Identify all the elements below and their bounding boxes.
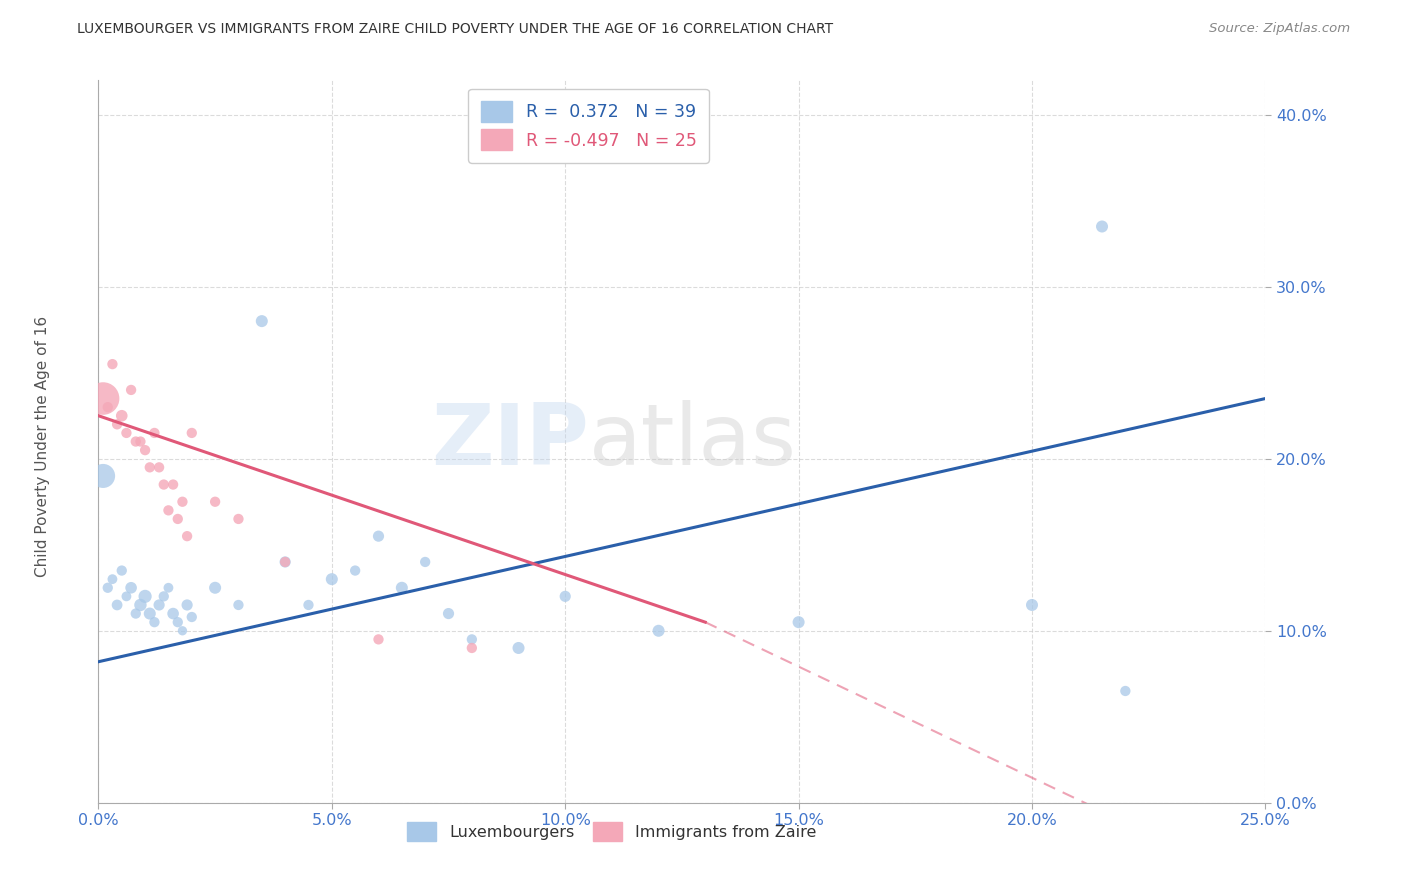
Point bbox=[120, 581, 142, 595]
Point bbox=[143, 615, 166, 630]
Point bbox=[97, 400, 120, 414]
Point bbox=[111, 409, 134, 423]
Point bbox=[91, 392, 114, 406]
Point bbox=[139, 460, 162, 475]
Point bbox=[1021, 598, 1043, 612]
Text: atlas: atlas bbox=[589, 400, 797, 483]
Legend: Luxembourgers, Immigrants from Zaire: Luxembourgers, Immigrants from Zaire bbox=[399, 814, 824, 849]
Point bbox=[228, 512, 250, 526]
Point bbox=[152, 477, 174, 491]
Point bbox=[91, 469, 114, 483]
Point bbox=[367, 529, 389, 543]
Point bbox=[101, 572, 124, 586]
Point bbox=[148, 598, 170, 612]
Point bbox=[111, 564, 134, 578]
Point bbox=[129, 434, 152, 449]
Point bbox=[1091, 219, 1114, 234]
Text: ZIP: ZIP bbox=[430, 400, 589, 483]
Point bbox=[344, 564, 367, 578]
Point bbox=[461, 640, 484, 655]
Point bbox=[180, 610, 202, 624]
Point bbox=[143, 425, 166, 440]
Point bbox=[787, 615, 810, 630]
Point bbox=[180, 425, 202, 440]
Point bbox=[105, 598, 128, 612]
Point bbox=[274, 555, 297, 569]
Point bbox=[105, 417, 128, 432]
Text: Source: ZipAtlas.com: Source: ZipAtlas.com bbox=[1209, 22, 1350, 36]
Point bbox=[139, 607, 162, 621]
Point bbox=[125, 434, 148, 449]
Point bbox=[152, 590, 174, 604]
Point bbox=[274, 555, 297, 569]
Point bbox=[1114, 684, 1136, 698]
Point bbox=[162, 477, 184, 491]
Point bbox=[176, 598, 198, 612]
Point bbox=[250, 314, 273, 328]
Text: Child Poverty Under the Age of 16: Child Poverty Under the Age of 16 bbox=[35, 316, 49, 576]
Point bbox=[461, 632, 484, 647]
Point bbox=[97, 581, 120, 595]
Text: LUXEMBOURGER VS IMMIGRANTS FROM ZAIRE CHILD POVERTY UNDER THE AGE OF 16 CORRELAT: LUXEMBOURGER VS IMMIGRANTS FROM ZAIRE CH… bbox=[77, 22, 834, 37]
Point bbox=[172, 494, 194, 508]
Point bbox=[157, 581, 180, 595]
Point bbox=[166, 512, 188, 526]
Point bbox=[125, 607, 148, 621]
Point bbox=[413, 555, 436, 569]
Point bbox=[297, 598, 319, 612]
Point bbox=[101, 357, 124, 371]
Point bbox=[391, 581, 413, 595]
Point bbox=[647, 624, 669, 638]
Point bbox=[204, 581, 226, 595]
Point bbox=[162, 607, 184, 621]
Point bbox=[176, 529, 198, 543]
Point bbox=[120, 383, 142, 397]
Point bbox=[166, 615, 188, 630]
Point bbox=[321, 572, 343, 586]
Point bbox=[172, 624, 194, 638]
Point bbox=[554, 590, 576, 604]
Point bbox=[437, 607, 460, 621]
Point bbox=[367, 632, 389, 647]
Point bbox=[157, 503, 180, 517]
Point bbox=[115, 590, 138, 604]
Point bbox=[228, 598, 250, 612]
Point bbox=[148, 460, 170, 475]
Point bbox=[115, 425, 138, 440]
Point bbox=[134, 590, 156, 604]
Point bbox=[204, 494, 226, 508]
Point bbox=[129, 598, 152, 612]
Point bbox=[508, 640, 530, 655]
Point bbox=[134, 443, 156, 458]
